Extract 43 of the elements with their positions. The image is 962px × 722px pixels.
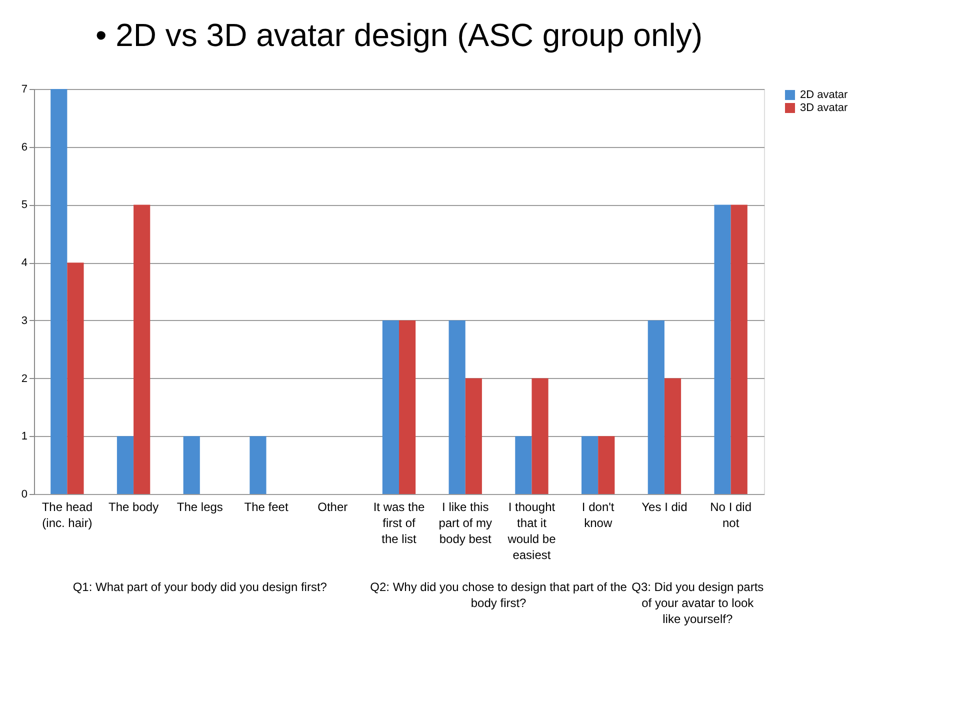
bar: [515, 436, 532, 494]
bar: [250, 436, 266, 494]
x-tick-label: I like this part of my body best: [438, 500, 492, 546]
bar: [582, 436, 598, 494]
bar: [598, 436, 615, 494]
x-tick-label: Other: [318, 500, 348, 514]
x-tick-label: No I did not: [710, 500, 752, 530]
bar: [465, 378, 482, 494]
bar: [67, 262, 84, 494]
y-tick-label: 1: [21, 430, 28, 443]
text: Q3: Did you design parts of your avatar to look like yourself?: [632, 580, 764, 626]
y-tick-label: 2: [21, 372, 28, 385]
bar: [648, 320, 664, 494]
x-tick-label: Yes I did: [642, 500, 688, 514]
legend-label: 3D avatar: [800, 102, 848, 114]
bar: [664, 378, 682, 494]
y-tick-label: 5: [21, 199, 28, 212]
bar: [730, 204, 748, 494]
y-tick-label: 4: [21, 257, 28, 270]
x-tick-label: The body: [108, 500, 159, 514]
bar: [116, 436, 134, 494]
y-tick-label: 7: [21, 84, 28, 96]
bar: [50, 89, 68, 494]
bar: [448, 320, 466, 494]
x-tick-label: The feet: [244, 500, 289, 514]
x-tick-label: The legs: [176, 500, 223, 514]
text: Q2: Why did you chose to design that part of the body first?: [370, 580, 628, 610]
text: Q1: What part of your body did you design first?: [72, 580, 328, 594]
legend-label: 2D avatar: [800, 89, 848, 101]
y-tick-label: 3: [21, 314, 28, 327]
bar: [714, 204, 731, 494]
bar: [134, 204, 150, 494]
x-tick-label: The head (inc. hair): [42, 500, 93, 530]
y-tick-label: 0: [21, 488, 28, 500]
y-tick-label: 6: [21, 141, 28, 154]
x-tick-label: I thought that it would be easiest: [506, 500, 556, 562]
chart-title: • 2D vs 3D avatar design (ASC group only): [95, 17, 703, 53]
x-tick-label: It was the first of the list: [373, 500, 426, 546]
bar: [382, 320, 399, 494]
bar: [399, 320, 416, 494]
x-tick-label: I don't know: [582, 500, 615, 530]
bar: [183, 436, 200, 494]
bar: [532, 378, 548, 494]
